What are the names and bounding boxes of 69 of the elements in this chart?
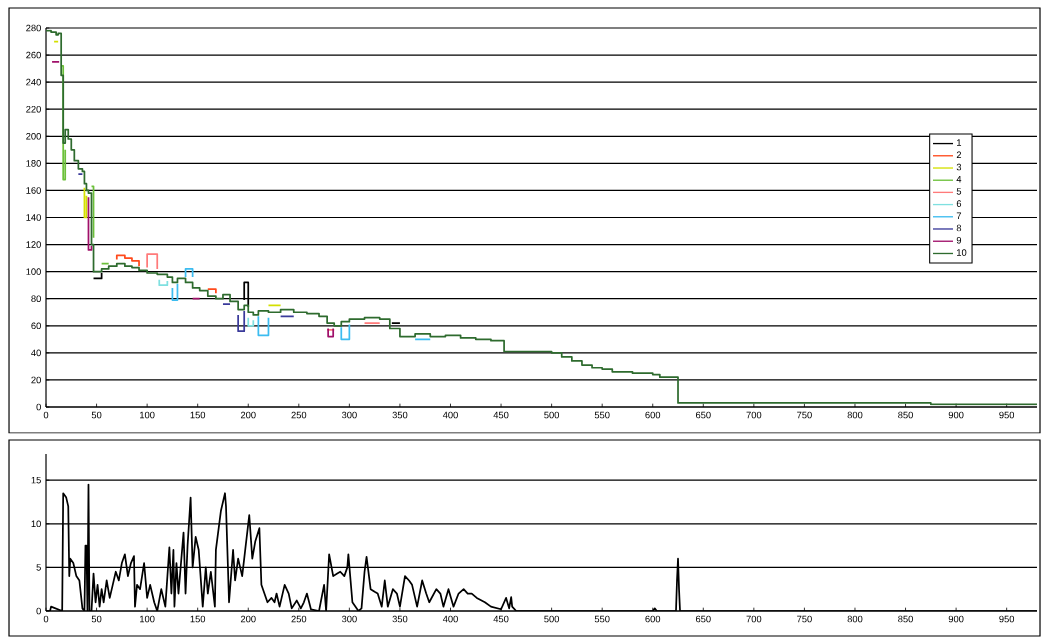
y-tick-label: 5	[36, 564, 41, 571]
x-tick-label: 150	[190, 615, 206, 623]
y-tick-label: 280	[26, 24, 41, 32]
x-tick-label: 650	[695, 615, 711, 623]
x-tick-label: 250	[291, 411, 307, 419]
x-tick-label: 300	[341, 615, 357, 623]
x-tick-label: 0	[43, 615, 49, 623]
x-tick-label: 300	[341, 411, 357, 419]
x-tick-label: 550	[594, 615, 610, 623]
x-tick-label: 400	[442, 615, 458, 623]
x-tick-label: 900	[948, 615, 964, 623]
legend-label: 3	[956, 163, 962, 171]
y-tick-label: 80	[31, 295, 41, 303]
x-tick-label: 850	[898, 411, 913, 419]
y-tick-label: 180	[26, 160, 41, 167]
x-tick-label: 450	[493, 615, 509, 623]
x-tick-label: 100	[140, 411, 155, 419]
y-tick-label: 160	[26, 187, 41, 194]
y-tick-label: 20	[31, 376, 41, 384]
y-tick-label: 240	[26, 78, 41, 86]
y-tick-label: 0	[36, 607, 41, 615]
y-tick-label: 15	[31, 476, 41, 484]
legend-label: 9	[956, 236, 962, 244]
x-tick-label: 500	[544, 615, 560, 623]
x-tick-label: 500	[544, 411, 560, 419]
y-tick-label: 120	[26, 241, 41, 248]
x-tick-label: 150	[190, 411, 206, 419]
x-tick-label: 800	[847, 411, 863, 419]
y-tick-label: 220	[26, 105, 41, 113]
x-tick-label: 950	[999, 411, 1015, 419]
y-tick-label: 0	[36, 403, 41, 411]
y-tick-label: 140	[26, 214, 41, 221]
legend-label: 2	[956, 151, 962, 159]
x-tick-label: 850	[898, 615, 913, 623]
x-tick-label: 350	[392, 615, 408, 623]
legend-label: 5	[956, 188, 962, 195]
x-tick-label: 950	[999, 615, 1015, 623]
x-tick-label: 100	[140, 615, 155, 623]
legend-label: 8	[956, 224, 962, 232]
x-tick-label: 50	[91, 411, 102, 419]
legend-label: 10	[957, 249, 967, 256]
y-tick-label: 40	[31, 349, 41, 357]
x-tick-label: 50	[91, 615, 102, 623]
y-tick-label: 60	[31, 322, 41, 330]
x-tick-label: 0	[43, 411, 49, 419]
x-tick-label: 750	[797, 411, 812, 419]
y-tick-label: 100	[26, 268, 41, 275]
x-tick-label: 600	[645, 411, 661, 419]
x-tick-label: 250	[291, 615, 307, 623]
x-tick-label: 450	[493, 411, 509, 419]
x-tick-label: 200	[240, 615, 256, 623]
x-tick-label: 400	[442, 411, 458, 419]
x-tick-label: 750	[797, 615, 812, 623]
x-tick-label: 650	[695, 411, 711, 419]
x-tick-label: 550	[594, 411, 610, 419]
x-tick-label: 350	[392, 411, 408, 419]
x-tick-label: 200	[240, 411, 256, 419]
x-tick-label: 700	[746, 615, 762, 623]
x-tick-label: 700	[746, 411, 762, 419]
y-tick-label: 10	[31, 520, 41, 528]
legend-label: 4	[956, 176, 962, 183]
legend-label: 6	[956, 200, 962, 207]
y-tick-label: 200	[26, 133, 41, 140]
x-tick-label: 600	[645, 615, 661, 623]
x-tick-label: 900	[948, 411, 964, 419]
legend-label: 7	[956, 212, 962, 219]
y-tick-label: 260	[26, 51, 41, 59]
x-tick-label: 800	[847, 615, 863, 623]
legend-label: 1	[957, 139, 962, 146]
